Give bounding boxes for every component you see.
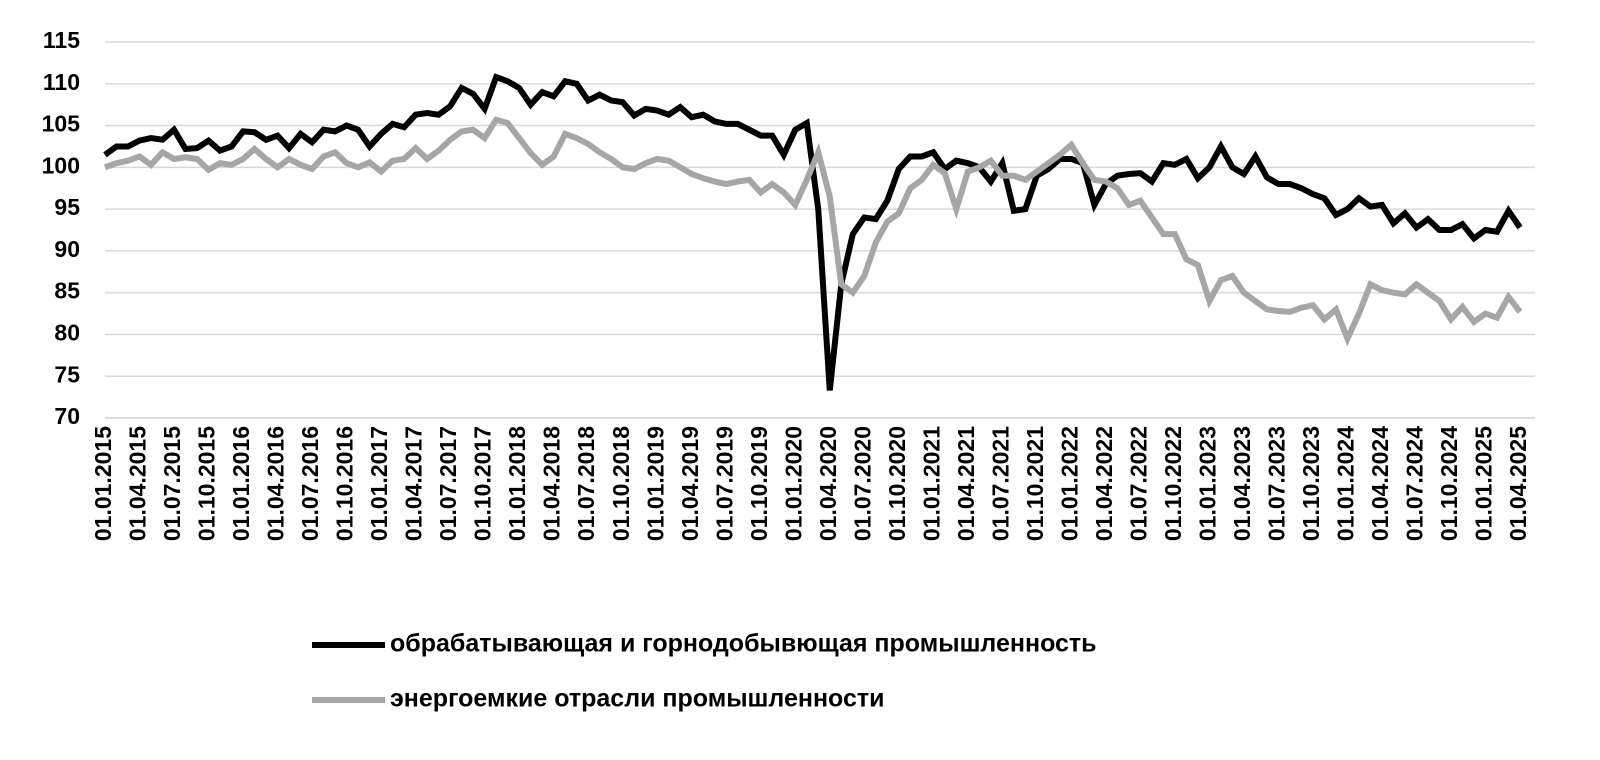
x-tick-label: 01.01.2019 — [642, 426, 668, 541]
y-tick-label: 95 — [54, 194, 80, 220]
y-tick-label: 105 — [42, 111, 81, 137]
x-tick-label: 01.04.2018 — [539, 426, 565, 541]
y-tick-label: 100 — [42, 152, 80, 178]
x-tick-label: 01.07.2019 — [711, 426, 737, 541]
legend-label: энергоемкие отрасли промышленности — [390, 685, 885, 713]
x-tick-label: 01.04.2021 — [953, 426, 979, 541]
x-tick-label: 01.07.2023 — [1263, 426, 1289, 541]
x-tick-label: 01.07.2016 — [297, 426, 323, 541]
x-tick-label: 01.04.2020 — [815, 426, 841, 541]
x-tick-label: 01.04.2023 — [1229, 426, 1255, 541]
y-tick-label: 85 — [54, 278, 80, 304]
x-tick-label: 01.04.2022 — [1091, 426, 1117, 541]
y-tick-label: 80 — [54, 320, 80, 346]
x-tick-label: 01.07.2022 — [1125, 426, 1151, 541]
series-line — [103, 116, 1523, 347]
x-tick-label: 01.07.2017 — [435, 426, 461, 541]
x-tick-label: 01.10.2016 — [332, 426, 358, 541]
x-tick-label: 01.04.2015 — [125, 426, 151, 541]
legend-label: обрабатывающая и горнодобывющая промышле… — [390, 630, 1097, 658]
x-tick-label: 01.10.2023 — [1298, 426, 1324, 541]
x-tick-label: 01.07.2024 — [1402, 426, 1428, 541]
series-line — [103, 73, 1523, 391]
x-tick-label: 01.01.2017 — [366, 426, 392, 541]
x-tick-label: 01.01.2018 — [504, 426, 530, 541]
x-tick-label: 01.07.2015 — [159, 426, 185, 541]
x-tick-label: 01.04.2017 — [401, 426, 427, 541]
x-tick-label: 01.07.2018 — [573, 426, 599, 541]
x-tick-label: 01.10.2018 — [608, 426, 634, 541]
x-tick-label: 01.10.2017 — [470, 426, 496, 541]
x-tick-label: 01.01.2015 — [90, 426, 116, 541]
x-tick-label: 01.01.2023 — [1194, 426, 1220, 541]
x-tick-label: 01.10.2019 — [746, 426, 772, 541]
x-tick-label: 01.01.2025 — [1471, 426, 1497, 541]
y-tick-label: 90 — [54, 236, 80, 262]
y-tick-label: 75 — [54, 361, 80, 387]
x-tick-label: 01.10.2015 — [194, 426, 220, 541]
x-tick-label: 01.01.2016 — [228, 426, 254, 541]
x-tick-label: 01.01.2022 — [1056, 426, 1082, 541]
x-tick-label: 01.07.2020 — [849, 426, 875, 541]
y-tick-label: 110 — [43, 69, 80, 95]
x-tick-label: 01.04.2024 — [1367, 426, 1393, 541]
x-tick-label: 01.01.2024 — [1333, 426, 1359, 541]
x-tick-label: 01.07.2021 — [987, 426, 1013, 541]
x-tick-label: 01.10.2020 — [884, 426, 910, 541]
x-tick-label: 01.01.2020 — [780, 426, 806, 541]
x-tick-label: 01.04.2016 — [263, 426, 289, 541]
y-tick-label: 115 — [43, 27, 80, 53]
y-tick-label: 70 — [54, 403, 80, 429]
x-tick-label: 01.10.2024 — [1436, 426, 1462, 541]
x-tick-label: 01.10.2022 — [1160, 426, 1186, 541]
x-tick-label: 01.01.2021 — [918, 426, 944, 541]
x-tick-label: 01.04.2019 — [677, 426, 703, 541]
x-tick-label: 01.04.2025 — [1505, 426, 1531, 541]
x-tick-label: 01.10.2021 — [1022, 426, 1048, 541]
